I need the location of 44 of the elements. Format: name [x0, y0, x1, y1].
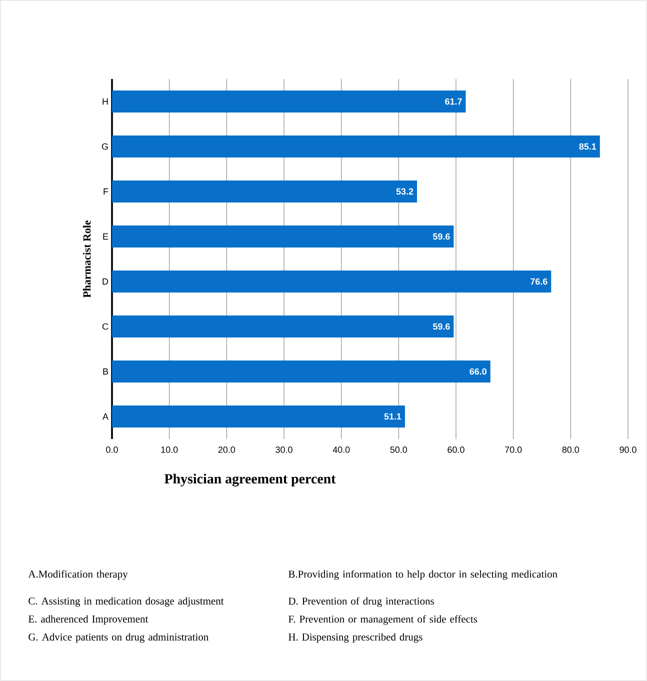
y-axis-title: Pharmacist Role	[82, 220, 91, 298]
bar	[112, 225, 454, 248]
y-tick-label: F	[104, 188, 108, 195]
y-tick-label: G	[102, 143, 108, 150]
bar	[112, 405, 405, 428]
y-tick-label: H	[102, 98, 108, 105]
text: D. Prevention of drug interactions	[288, 597, 434, 607]
y-tick-label: D	[102, 278, 108, 285]
data-label: 51.1	[384, 413, 402, 420]
x-tick-label: 30.0	[276, 446, 292, 453]
x-tick-label: 10.0	[161, 446, 178, 453]
data-label: 59.6	[433, 323, 450, 330]
x-tick-label: 90.0	[620, 446, 636, 453]
data-label: 85.1	[579, 143, 596, 150]
bar	[112, 136, 600, 158]
x-axis-title: Physician agreement percent	[164, 474, 336, 486]
text: E. adherenced Improvement	[28, 615, 148, 625]
bar	[112, 90, 466, 112]
data-label: 66.0	[470, 368, 487, 375]
y-tick-label: B	[103, 368, 108, 375]
data-label: 59.6	[433, 233, 450, 240]
bar	[112, 180, 418, 202]
y-tick-label: C	[102, 323, 108, 330]
text: G. Advice patients on drug administration	[28, 633, 208, 643]
y-tick-label: E	[103, 233, 108, 240]
text: A.Modification therapy	[28, 570, 128, 580]
data-label: 76.6	[530, 278, 548, 285]
x-tick-label: 20.0	[218, 446, 236, 453]
x-tick-label: 80.0	[562, 446, 580, 453]
bar	[112, 315, 454, 338]
text: H. Dispensing prescribed drugs	[288, 633, 422, 643]
text: F. Prevention or management of side effects	[288, 615, 478, 625]
x-tick-label: 70.0	[505, 446, 522, 453]
text: C. Assisting in medication dosage adjustment	[28, 597, 224, 607]
x-tick-label: 60.0	[448, 446, 464, 453]
y-tick-label: A	[102, 413, 108, 420]
bar	[112, 270, 552, 292]
data-label: 61.7	[445, 98, 462, 105]
bar	[112, 360, 490, 382]
x-tick-label: 50.0	[390, 446, 408, 453]
text: B.Providing information to help doctor in selecting medication	[288, 570, 558, 580]
data-label: 53.2	[396, 188, 414, 195]
x-tick-label: 40.0	[332, 446, 350, 453]
x-tick-label: 0.0	[106, 446, 118, 453]
